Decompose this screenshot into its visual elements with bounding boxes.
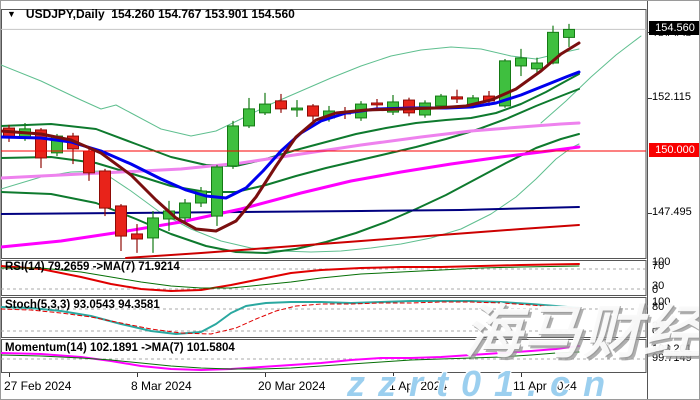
time-axis-tick <box>265 373 266 377</box>
candle <box>99 168 111 217</box>
candle <box>435 93 447 109</box>
rsi-indicator-label: RSI(14) 79.2659 ->MA(7) 71.9214 <box>5 261 180 273</box>
candle <box>547 25 559 65</box>
candle <box>147 211 159 253</box>
collapse-triangle-icon[interactable]: ▼ <box>7 9 16 19</box>
band-middle-overlay <box>1 88 580 193</box>
hline-price-badge: 150.000 <box>649 143 699 157</box>
price-scale-label: 20 <box>652 320 665 332</box>
candle <box>515 48 527 77</box>
candle <box>563 23 575 47</box>
candle <box>131 224 143 253</box>
band-upper-overlay <box>1 73 580 167</box>
price-scale-tick <box>648 213 652 214</box>
candle <box>531 57 543 74</box>
rsi-line <box>1 263 580 292</box>
price-scale-label: 80 <box>652 301 665 313</box>
price-scale[interactable]: 154.425152.115147.4951007030010080200103… <box>647 1 699 399</box>
right-curve-overlay <box>540 35 642 124</box>
candle <box>275 93 287 113</box>
price-chart-canvas[interactable] <box>1 1 647 373</box>
outer-band-lower-overlay <box>1 143 580 253</box>
stochastic-indicator-label: Stoch(5,3,3) 93.0543 94.3581 <box>5 299 160 311</box>
price-scale-label: 100 <box>652 256 671 268</box>
candle <box>259 92 271 115</box>
price-scale-label: 152.115 <box>652 91 691 103</box>
momentum-panel-frame <box>1 339 647 373</box>
candle <box>227 120 239 169</box>
momentum-line <box>1 345 580 371</box>
ma-slow-red-overlay <box>125 224 580 259</box>
stoch-k-line <box>1 300 580 335</box>
last-price-badge: 154.560 <box>649 21 699 35</box>
price-scale-label: 100 <box>652 296 671 308</box>
price-scale-label: 70 <box>652 260 665 272</box>
candle <box>371 98 383 109</box>
ma-navy-flat-overlay <box>1 206 580 215</box>
time-axis[interactable]: 27 Feb 2024 8 Mar 2024 20 Mar 2024 1 Apr 20… <box>1 373 647 399</box>
time-axis-label: 27 Feb 2024 <box>4 379 72 393</box>
time-axis-tick <box>521 373 522 377</box>
candle <box>451 89 463 103</box>
ma-maroon-overlay <box>1 41 581 233</box>
time-axis-label: 11 Apr 2024 <box>513 379 577 393</box>
price-scale-label: 0 <box>652 284 659 296</box>
outer-band-upper-overlay <box>1 46 580 137</box>
time-axis-label: 20 Mar 2024 <box>258 379 326 393</box>
ma-magenta-overlay <box>1 145 581 249</box>
candle <box>291 100 303 117</box>
time-axis-tick <box>9 373 10 377</box>
candle <box>179 199 191 222</box>
symbol-period-label: USDJPY,Daily <box>25 7 105 21</box>
momentum-ma-line <box>1 351 580 370</box>
momentum-indicator-label: Momentum(14) 102.1891 ->MA(7) 101.5804 <box>5 342 235 354</box>
time-axis-tick <box>393 373 394 377</box>
site-watermark: zzrt01.cn <box>347 363 619 400</box>
brand-watermark: 海马财经 <box>463 300 700 365</box>
candle <box>211 164 223 226</box>
price-scale-tick <box>648 98 652 99</box>
ohlc-quote-label: 154.260 154.767 153.901 154.560 <box>111 7 295 21</box>
price-scale-label: 103.201 <box>652 343 692 355</box>
stoch-d-line <box>1 301 580 335</box>
price-scale-label: 0 <box>652 325 659 337</box>
price-scale-label: 147.495 <box>652 206 692 218</box>
time-axis-tick <box>137 373 138 377</box>
candle <box>243 97 255 129</box>
candle <box>115 204 127 252</box>
price-scale-label: 30 <box>652 280 665 292</box>
time-axis-label: 1 Apr 2024 <box>389 379 448 393</box>
time-axis-label: 8 Mar 2024 <box>131 379 192 393</box>
chart-title: ▼ USDJPY,Daily 154.260 154.767 153.901 15… <box>7 7 295 21</box>
price-scale-label: 99.7149 <box>652 352 692 364</box>
rsi-ma-line <box>1 265 580 289</box>
band-lower-overlay <box>1 133 580 254</box>
